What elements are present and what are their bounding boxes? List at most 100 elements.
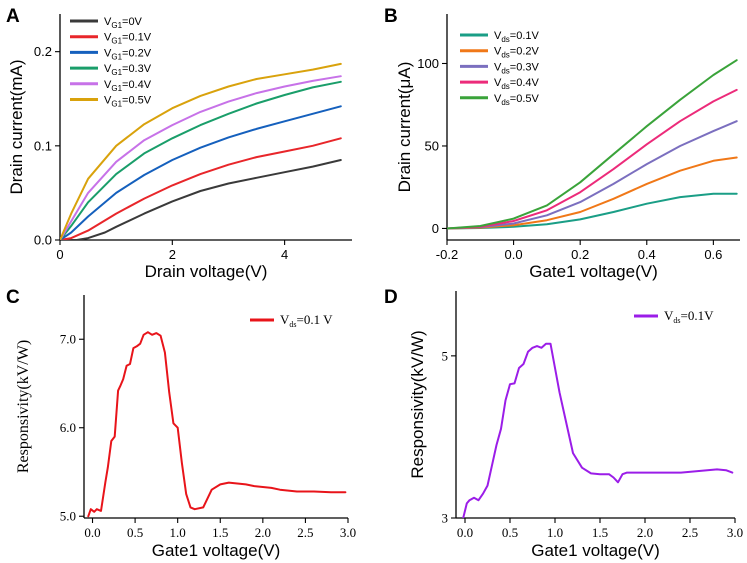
legend-label: Vds=0.1V bbox=[494, 30, 540, 44]
legend-name: V bbox=[104, 63, 112, 75]
legend-value: =0.1V bbox=[681, 308, 715, 323]
legend-label: VG1=0.3V bbox=[104, 63, 152, 77]
legend-subscript: ds bbox=[501, 51, 509, 60]
panel-d: D 0.0 0.5 1.0 1.5 2.0 2.5 3.0 3 5 Gate1 voltage(V)… bbox=[384, 287, 743, 560]
x-tick-label: 0.2 bbox=[571, 247, 589, 262]
series-line bbox=[60, 105, 342, 240]
legend: Vds=0.1 V bbox=[250, 312, 333, 329]
legend-value: =0.5V bbox=[510, 93, 540, 105]
legend-label: Vds=0.1 V bbox=[280, 312, 333, 329]
x-tick-label: 0.5 bbox=[127, 525, 143, 540]
x-tick-label: 0.0 bbox=[505, 247, 523, 262]
legend-value: =0.1V bbox=[510, 30, 540, 42]
legend-name: V bbox=[494, 93, 502, 105]
series-line bbox=[447, 59, 738, 230]
legend-subscript: G1 bbox=[111, 68, 122, 77]
legend-value: =0V bbox=[122, 16, 143, 28]
legend-name: V bbox=[104, 79, 112, 91]
x-tick-label: 0.5 bbox=[502, 525, 518, 540]
legend-value: =0.5V bbox=[122, 95, 152, 107]
panel-label: C bbox=[6, 287, 20, 308]
legend-subscript: G1 bbox=[111, 37, 122, 46]
legend-name: V bbox=[494, 77, 502, 89]
legend-name: V bbox=[104, 32, 112, 44]
legend-label: Vds=0.1V bbox=[664, 308, 714, 325]
series-line bbox=[60, 159, 342, 240]
x-tick-label: 1.5 bbox=[212, 525, 228, 540]
legend-subscript: G1 bbox=[111, 84, 122, 93]
panel-a: A 0 2 4 0.0 0.1 0.2 Drain voltage(V) Drain curre… bbox=[6, 6, 352, 281]
x-tick-label: 3.0 bbox=[727, 525, 743, 540]
legend-value: =0.1V bbox=[122, 32, 152, 44]
legend-label: Vds=0.4V bbox=[494, 77, 540, 91]
x-tick-label: 2.5 bbox=[682, 525, 698, 540]
x-tick-label: 0.0 bbox=[84, 525, 100, 540]
legend-value: =0.3V bbox=[510, 61, 540, 73]
legend-value: =0.1 V bbox=[297, 312, 334, 327]
panel-c: C 0.0 0.5 1.0 1.5 2.0 2.5 3.0 5.0 6.0 7.0 Gate1 vol… bbox=[6, 287, 356, 560]
x-tick-label: -0.2 bbox=[436, 247, 458, 262]
legend-subscript: G1 bbox=[111, 100, 122, 109]
legend-name: V bbox=[494, 61, 502, 73]
y-tick-label: 0.2 bbox=[34, 44, 52, 59]
series-line bbox=[60, 75, 342, 240]
legend-value: =0.4V bbox=[510, 77, 540, 89]
panel-label: D bbox=[384, 287, 398, 308]
legend: Vds=0.1V bbox=[634, 308, 714, 325]
y-tick-label: 7.0 bbox=[60, 332, 76, 347]
y-tick-label: 0.1 bbox=[34, 138, 52, 153]
legend-label: Vds=0.2V bbox=[494, 46, 540, 60]
panel-label: B bbox=[384, 6, 398, 27]
x-tick-label: 0.0 bbox=[457, 525, 473, 540]
series-line bbox=[447, 156, 738, 230]
legend-label: VG1=0.4V bbox=[104, 79, 152, 93]
panel-label: A bbox=[6, 6, 20, 27]
y-tick-label: 0 bbox=[432, 221, 439, 236]
legend-name: V bbox=[664, 308, 674, 323]
y-tick-label: 50 bbox=[425, 138, 439, 153]
y-tick-label: 3 bbox=[442, 511, 449, 526]
x-tick-label: 1.0 bbox=[547, 525, 563, 540]
panel-b: B -0.2 0.0 0.2 0.4 0.6 0 50 100 Gate1 voltage(V) D… bbox=[384, 6, 740, 281]
series-line bbox=[60, 80, 342, 240]
x-tick-label: 0.4 bbox=[638, 247, 656, 262]
legend-name: V bbox=[280, 312, 290, 327]
legend-label: Vds=0.5V bbox=[494, 93, 540, 107]
y-axis-label: Drain current(mA) bbox=[7, 59, 26, 194]
x-axis-label: Drain voltage(V) bbox=[145, 262, 268, 281]
y-tick-label: 100 bbox=[417, 56, 439, 71]
legend-label: VG1=0V bbox=[104, 16, 143, 30]
x-tick-label: 0.6 bbox=[704, 247, 722, 262]
legend-value: =0.2V bbox=[510, 46, 540, 58]
legend-subscript: ds bbox=[673, 316, 680, 325]
series-line bbox=[462, 342, 734, 518]
legend-value: =0.4V bbox=[122, 79, 152, 91]
series-line bbox=[447, 88, 738, 230]
x-axis-label: Gate1 voltage(V) bbox=[531, 541, 660, 560]
series-line bbox=[60, 62, 342, 240]
series-line bbox=[87, 331, 347, 518]
legend-subscript: ds bbox=[501, 82, 509, 91]
x-tick-label: 1.0 bbox=[170, 525, 186, 540]
legend-name: V bbox=[104, 47, 112, 59]
legend-subscript: ds bbox=[289, 320, 296, 329]
x-tick-label: 1.5 bbox=[592, 525, 608, 540]
x-tick-label: 2 bbox=[169, 247, 176, 262]
legend-name: V bbox=[104, 95, 112, 107]
y-tick-label: 0.0 bbox=[34, 233, 52, 248]
legend: VG1=0VVG1=0.1VVG1=0.2VVG1=0.3VVG1=0.4VVG… bbox=[70, 16, 152, 109]
series-line bbox=[447, 120, 738, 230]
legend-name: V bbox=[494, 46, 502, 58]
y-tick-label: 5 bbox=[442, 348, 449, 363]
y-tick-label: 6.0 bbox=[60, 420, 76, 435]
y-axis-label: Responsivity(kV/W) bbox=[15, 340, 32, 473]
x-tick-label: 0 bbox=[56, 247, 63, 262]
y-axis-label: Drain current(μA) bbox=[395, 62, 414, 193]
x-tick-label: 2.5 bbox=[297, 525, 313, 540]
x-tick-label: 4 bbox=[281, 247, 288, 262]
legend-subscript: G1 bbox=[111, 52, 122, 61]
legend-label: Vds=0.3V bbox=[494, 61, 540, 75]
x-tick-label: 2.0 bbox=[637, 525, 653, 540]
